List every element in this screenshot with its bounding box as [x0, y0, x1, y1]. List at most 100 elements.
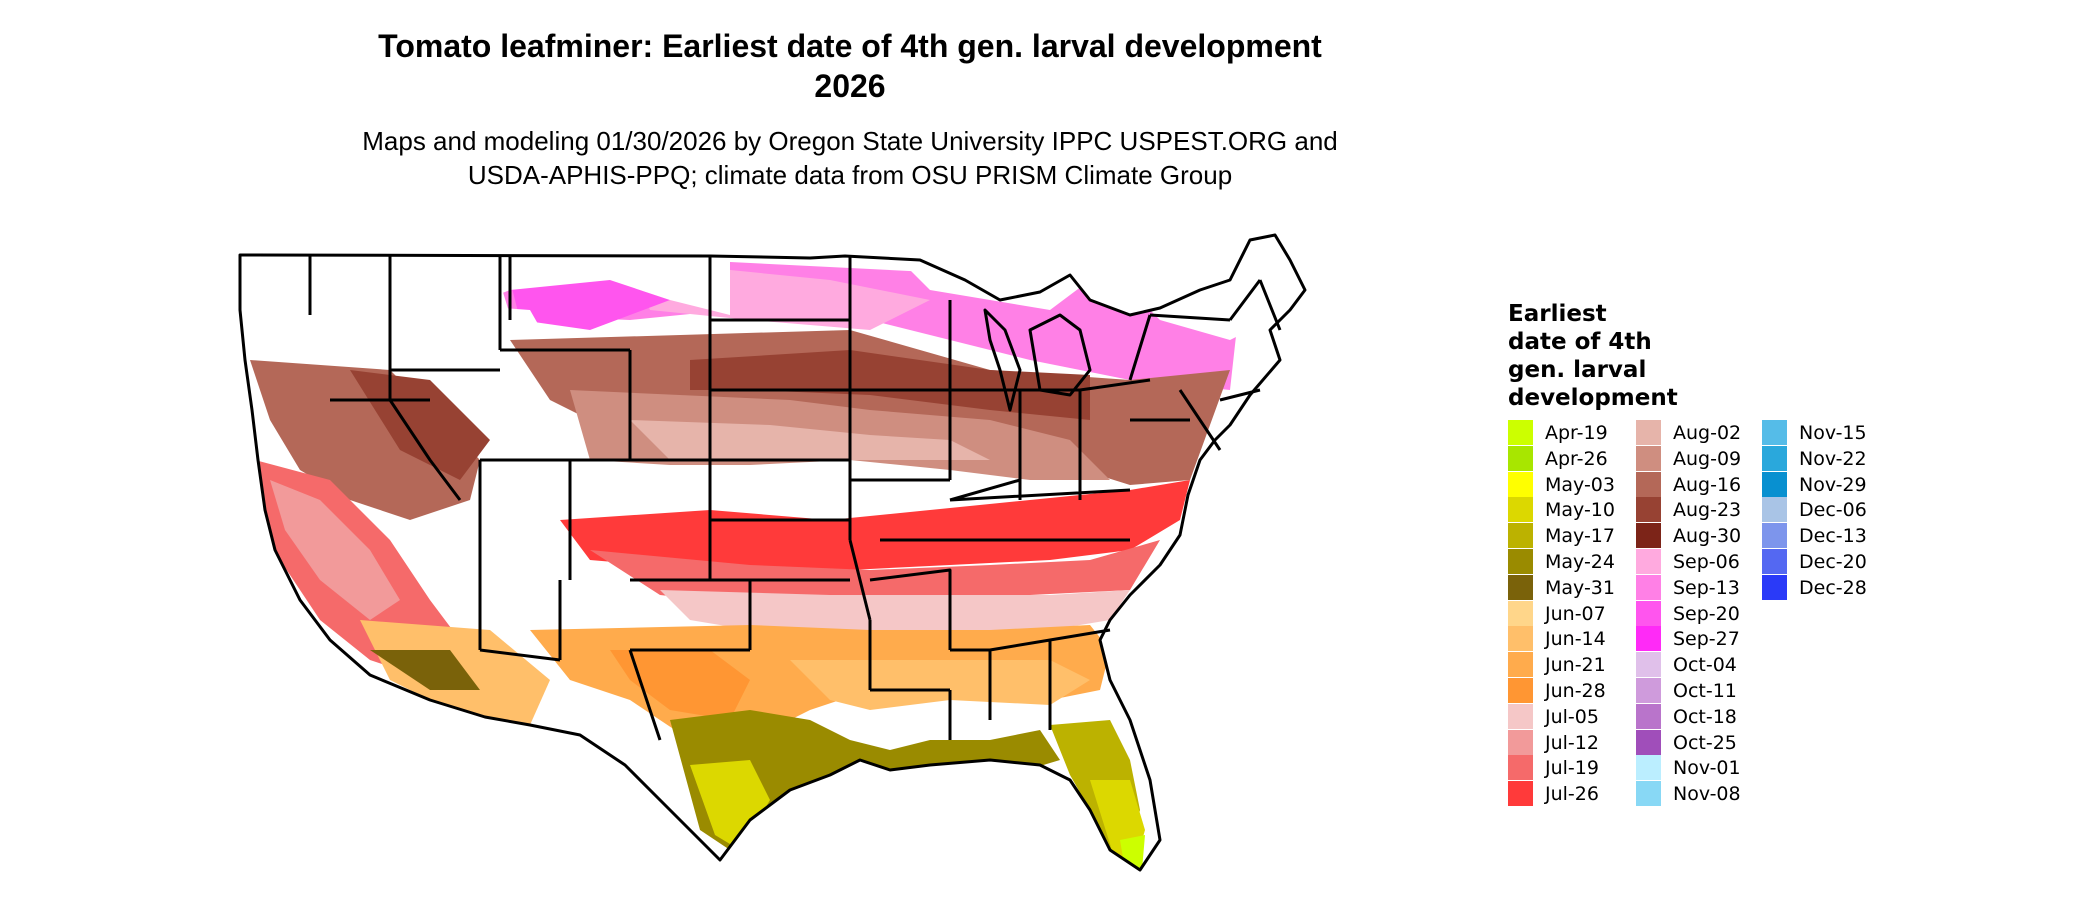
legend-label: Dec-20	[1799, 551, 1867, 573]
legend-item: Nov-08	[1636, 781, 1766, 807]
legend-swatch	[1636, 445, 1661, 471]
legend-item: May-24	[1508, 549, 1638, 575]
legend-item: Jul-05	[1508, 703, 1638, 730]
legend-label: Jun-07	[1545, 602, 1606, 625]
legend-label: Sep-20	[1673, 602, 1740, 625]
border-south	[868, 620, 1111, 740]
legend-item: Nov-29	[1762, 471, 1892, 498]
map-title: Tomato leafminer: Earliest date of 4th g…	[250, 26, 1450, 106]
legend-swatch	[1762, 497, 1787, 523]
legend-swatch	[1762, 523, 1787, 549]
legend-swatch	[1636, 471, 1661, 497]
legend-label: Nov-01	[1673, 757, 1741, 780]
legend-label: Jun-28	[1545, 680, 1606, 702]
title-line-1: Tomato leafminer: Earliest date of 4th g…	[378, 28, 1322, 64]
legend-swatch	[1508, 420, 1533, 445]
michigan-lower	[1028, 313, 1092, 397]
legend-item: May-03	[1508, 471, 1638, 498]
legend-label: Jul-19	[1545, 757, 1599, 780]
legend-label: Sep-13	[1673, 576, 1740, 599]
legend-swatch	[1636, 678, 1661, 703]
legend-label: Nov-22	[1799, 447, 1867, 470]
legend-item: Nov-15	[1762, 420, 1892, 446]
fill-midwest-dark-brown	[690, 350, 1090, 420]
fill-coral-band	[590, 540, 1160, 605]
legend-label: Aug-02	[1673, 422, 1742, 444]
subtitle-line-2: USDA-APHIS-PPQ; climate data from OSU PR…	[467, 160, 1233, 190]
legend-swatch	[1762, 420, 1787, 445]
legend-swatch	[1636, 523, 1661, 549]
border-plains	[628, 256, 872, 741]
legend-title-line: Earliest	[1508, 301, 1607, 327]
fill-south-light-orange	[790, 660, 1090, 710]
us-degree-day-map	[238, 233, 1307, 872]
legend-swatch	[1762, 471, 1787, 497]
legend-swatch	[1636, 781, 1661, 807]
legend-label: Oct-18	[1673, 705, 1737, 728]
legend-swatch	[1508, 781, 1533, 807]
legend-swatch	[1508, 678, 1533, 703]
legend-label: May-24	[1545, 551, 1615, 573]
legend-item: May-31	[1508, 574, 1638, 601]
legend-item: Jul-19	[1508, 755, 1638, 781]
legend-label: Jul-05	[1545, 705, 1599, 728]
legend-label: Dec-06	[1799, 499, 1867, 522]
fill-pink-band	[660, 590, 1130, 630]
legend-item: Aug-02	[1636, 420, 1766, 446]
legend-label: Nov-08	[1673, 783, 1741, 806]
fill-arizona-olive	[370, 650, 480, 690]
subtitle-line-1: Maps and modeling 01/30/2026 by Oregon S…	[362, 126, 1338, 156]
legend-item: Jul-12	[1508, 729, 1638, 756]
legend-item: Sep-13	[1636, 574, 1766, 601]
legend-label: Jun-14	[1545, 628, 1606, 651]
fill-texas-dark-orange	[610, 650, 750, 720]
legend-label: Nov-15	[1799, 422, 1867, 444]
border-midwest	[850, 300, 1151, 650]
legend-swatch	[1508, 445, 1533, 471]
state-borders	[238, 233, 1307, 872]
border-northeast	[1128, 279, 1282, 451]
legend-item: Nov-01	[1636, 755, 1766, 781]
legend-swatch	[1508, 729, 1533, 755]
legend-label: Oct-25	[1673, 731, 1737, 754]
legend-label: May-31	[1545, 576, 1615, 599]
legend-item: Sep-20	[1636, 600, 1766, 627]
map-fill-areas	[240, 235, 1305, 870]
legend-swatch	[1636, 420, 1661, 445]
legend: Earliest date of 4th gen. larval develop…	[1508, 300, 1867, 807]
legend-label: Dec-13	[1799, 525, 1867, 548]
legend-item: Jun-28	[1508, 678, 1638, 704]
border-west-verticals	[308, 255, 710, 662]
legend-item: Sep-27	[1636, 626, 1766, 652]
legend-swatch	[1762, 574, 1787, 600]
legend-item: Oct-25	[1636, 729, 1766, 756]
legend-label: Sep-27	[1673, 628, 1740, 651]
legend-swatch	[1636, 755, 1661, 781]
legend-label: Nov-29	[1799, 473, 1867, 496]
legend-label: Jul-12	[1545, 731, 1599, 754]
fill-great-basin-brown	[250, 360, 480, 520]
legend-label: May-03	[1545, 473, 1615, 496]
legend-swatch	[1508, 523, 1533, 549]
legend-item: Dec-13	[1762, 523, 1892, 549]
legend-label: May-10	[1545, 499, 1615, 522]
legend-swatch	[1508, 497, 1533, 523]
legend-item: Aug-16	[1636, 471, 1766, 498]
legend-swatch	[1636, 652, 1661, 678]
fill-north-white	[310, 240, 730, 315]
legend-swatch	[1508, 471, 1533, 497]
fill-red-band	[560, 480, 1190, 575]
legend-label: Dec-28	[1799, 576, 1867, 599]
legend-item: May-17	[1508, 523, 1638, 549]
legend-label: Aug-09	[1673, 447, 1742, 470]
legend-title-line: development	[1508, 385, 1678, 411]
legend-swatch	[1762, 445, 1787, 471]
legend-swatch	[1508, 600, 1533, 626]
legend-item: Jun-14	[1508, 626, 1638, 652]
legend-label: Aug-16	[1673, 473, 1742, 496]
fill-plains-light-tan	[630, 420, 990, 460]
legend-item: Sep-06	[1636, 549, 1766, 575]
legend-label: Oct-11	[1673, 680, 1737, 702]
legend-label: May-17	[1545, 525, 1615, 548]
legend-item: Apr-26	[1508, 445, 1638, 472]
